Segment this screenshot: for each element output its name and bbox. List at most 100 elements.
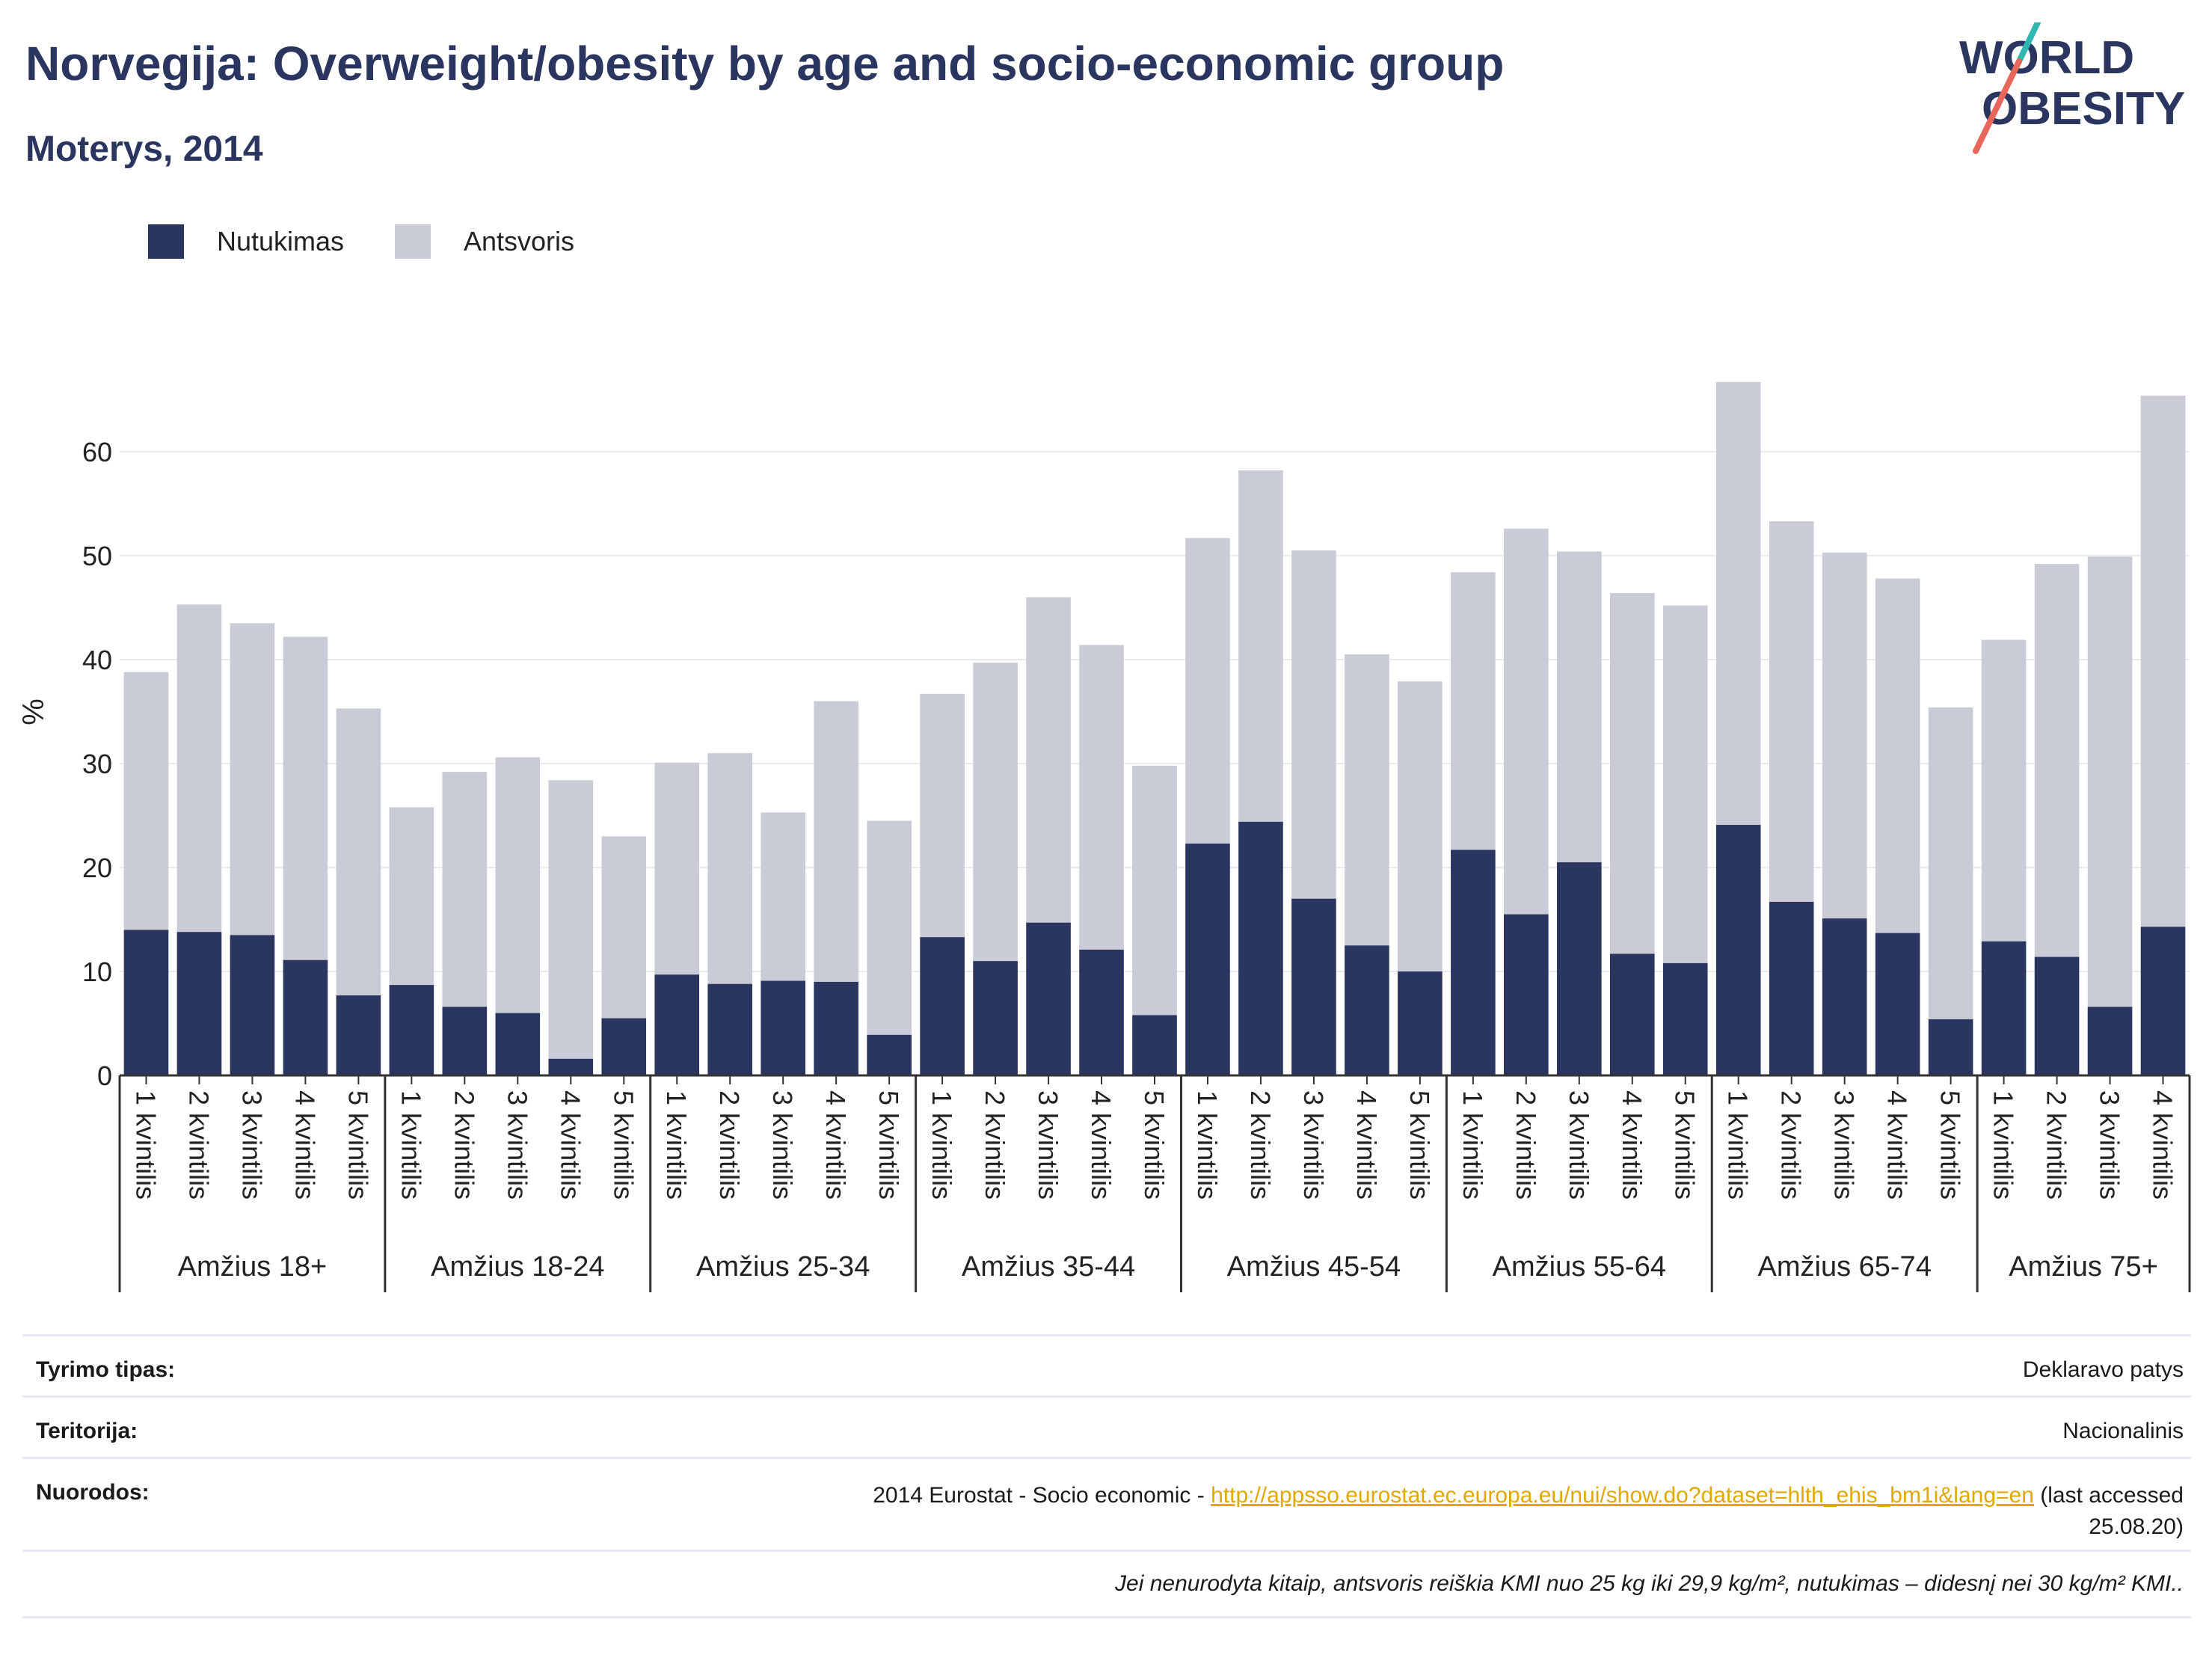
bar-obesity [1026,922,1071,1075]
x-tick-label: 4 kvintilis [555,1090,586,1200]
group-label: Amžius 18+ [178,1251,328,1283]
bar-overweight [1875,578,1920,933]
info-row-note: Jei nenurodyta kitaip, antsvoris reiškia… [22,1550,2191,1618]
x-tick-label: 5 kvintilis [873,1090,904,1200]
bar-obesity [1398,971,1443,1075]
references-value: 2014 Eurostat - Socio economic - http://… [873,1480,2184,1543]
x-tick-label: 1 kvintilis [661,1090,692,1200]
x-tick-label: 1 kvintilis [1192,1090,1223,1200]
bar-obesity [1345,945,1389,1075]
x-tick-label: 5 kvintilis [1139,1090,1170,1200]
bar-overweight [1345,654,1389,946]
bar-obesity [283,959,328,1075]
logo-line-2: OBESITY [1982,83,2185,135]
y-axis: % 0 10 20 30 40 50 60 [17,437,112,1091]
bar-obesity [601,1018,647,1075]
bar-obesity [1451,850,1496,1075]
x-tick-label: 2 kvintilis [449,1090,479,1200]
references-link[interactable]: http://appsso.eurostat.ec.europa.eu/nui/… [1211,1483,2034,1508]
bar-obesity [920,937,965,1075]
x-tick-label: 4 kvintilis [2148,1090,2178,1200]
survey-type-label: Tyrimo tipas: [36,1357,176,1382]
bar-overweight [442,772,488,1007]
bar-obesity [176,932,222,1075]
bar-overweight [1822,552,1867,919]
bar-overweight [1662,605,1708,963]
bar-obesity [867,1034,912,1075]
survey-type-value: Deklaravo patys [2022,1357,2184,1382]
x-tick-label: 1 kvintilis [396,1090,426,1200]
bar-obesity [1609,954,1655,1075]
bar-obesity [2087,1007,2133,1075]
bar-overweight [230,623,275,936]
x-axis: 1 kvintilis 2 kvintilis 3 kvintilis 4 kvint… [118,1074,2191,1292]
x-tick-label: 2 kvintilis [183,1090,214,1200]
references-source: 2014 Eurostat - Socio economic - [873,1483,1211,1508]
x-tick-label: 3 kvintilis [236,1090,267,1200]
legend-swatch-obesity [148,224,184,259]
bar-obesity [495,1013,541,1075]
x-tick-label: 3 kvintilis [1298,1090,1329,1200]
bar-overweight [920,693,965,938]
bar-obesity [1981,941,2027,1075]
bar-overweight [283,636,328,960]
bar-obesity [1185,844,1230,1075]
bar-overweight [654,762,700,975]
x-tick-label: 4 kvintilis [1351,1090,1382,1200]
bar-overweight [1928,707,1973,1019]
bar-obesity [548,1058,594,1075]
bar-overweight [1609,593,1655,954]
bar-obesity [442,1007,488,1075]
x-tick-label: 2 kvintilis [1245,1090,1276,1200]
references-accessed: (last accessed [2033,1483,2184,1508]
y-tick-label: 30 [82,749,112,779]
bar-obesity [654,974,700,1075]
bar-overweight [389,807,434,986]
bar-obesity [1238,821,1283,1075]
x-tick-label: 5 kvintilis [1935,1090,1966,1200]
info-row-territory: Teritorija: Nacionalinis [22,1395,2191,1459]
y-tick-label: 50 [82,541,112,571]
y-tick-label: 60 [82,437,112,467]
bar-obesity [973,961,1018,1075]
bar-obesity [1715,825,1761,1075]
x-tick-label: 3 kvintilis [1564,1090,1594,1200]
x-tick-label: 5 kvintilis [1404,1090,1435,1200]
bar-obesity [1822,918,1867,1075]
bar-obesity [1079,949,1124,1075]
bar-overweight [1291,550,1336,899]
bar-overweight [1504,528,1549,915]
x-tick-label: 4 kvintilis [820,1090,851,1200]
logo-line-1: WORLD [1959,32,2134,84]
info-row-survey: Tyrimo tipas: Deklaravo patys [22,1334,2191,1398]
bar-overweight [1769,521,1814,902]
page-subtitle: Moterys, 2014 [25,129,263,169]
x-tick-label: 1 kvintilis [1723,1090,1754,1200]
bar-overweight [601,836,647,1019]
bar-overweight [814,701,858,982]
bar-overweight [1238,470,1283,822]
bar-overweight [1451,572,1496,850]
bar-obesity [2140,927,2186,1075]
stacked-bar-chart: % 0 10 20 30 40 50 60 1 kvintilis 2 kvintilis 3 … [17,381,2191,1292]
bar-overweight [867,820,912,1035]
x-tick-label: 1 kvintilis [1988,1090,2019,1200]
y-tick-label: 40 [82,645,112,675]
references-accessed-date: 25.08.20) [2089,1514,2184,1539]
x-tick-label: 2 kvintilis [1511,1090,1541,1200]
bar-obesity [123,930,169,1075]
x-tick-label: 3 kvintilis [1033,1090,1063,1200]
legend-label-overweight: Antsvoris [464,226,575,257]
bar-obesity [1662,962,1708,1075]
territory-label: Teritorija: [36,1419,138,1443]
chart-bars [123,381,2186,1075]
bar-overweight [1981,639,2027,942]
territory-value: Nacionalinis [2062,1419,2184,1443]
bar-obesity [1504,914,1549,1075]
y-tick-label: 0 [97,1060,112,1091]
group-label: Amžius 75+ [2009,1251,2158,1283]
x-tick-label: 4 kvintilis [289,1090,320,1200]
bar-obesity [2034,957,2080,1075]
world-obesity-logo: WORLD OBESITY [1959,22,2185,154]
bar-overweight [1715,381,1761,826]
